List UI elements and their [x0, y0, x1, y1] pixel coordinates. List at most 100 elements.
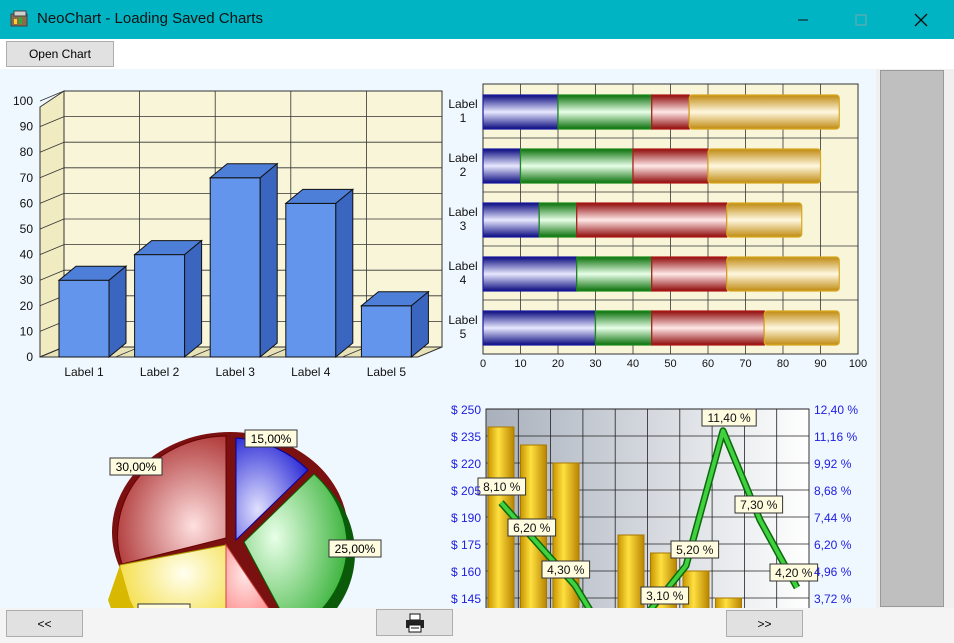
minimize-icon	[798, 19, 808, 20]
stacked-x-tick: 0	[480, 358, 486, 370]
combo-left-axis: $ 250 $ 235 $ 220 $ 205 $ 190 $ 175 $ 160 $ 145	[451, 403, 481, 606]
bar3d-y-tick: 70	[20, 171, 34, 185]
window-title: NeoChart - Loading Saved Charts	[37, 10, 263, 27]
combo-line-label: 7,30 %	[734, 495, 784, 514]
bar3d-x-label: Label 2	[140, 365, 180, 379]
maximize-button[interactable]	[832, 0, 890, 39]
stacked-segment	[707, 148, 822, 184]
combo-left-tick: $ 235	[451, 430, 481, 444]
stacked-y-label: Label 2	[448, 151, 477, 179]
pie-slice-green	[243, 473, 348, 608]
open-chart-button[interactable]: Open Chart	[6, 41, 114, 67]
combo-line-label: 5,20 %	[670, 540, 720, 559]
stacked-bars	[482, 94, 840, 346]
stacked-x-tick: 50	[664, 358, 676, 370]
svg-text:25,00%: 25,00%	[335, 542, 376, 556]
title-bar: NeoChart - Loading Saved Charts	[0, 0, 954, 39]
stacked-y-label: Label 4	[448, 259, 477, 287]
close-icon	[914, 13, 928, 26]
svg-text:30,00%: 30,00%	[116, 460, 157, 474]
combo-line-label: 3,10 %	[640, 586, 690, 605]
bar3d-y-tick: 20	[20, 299, 34, 313]
pie-label-partial	[137, 603, 191, 608]
combo-line: 8,10 % 6,20 % 4,30 % 3,10 % 5,20 % 11,40 % 7,3…	[477, 408, 819, 608]
stacked-x-tick: 90	[814, 358, 826, 370]
stacked-segment	[594, 310, 653, 346]
combo-left-tick: $ 220	[451, 457, 481, 471]
bar3d-x-label: Label 3	[216, 365, 256, 379]
stacked-segment	[651, 256, 728, 292]
stacked-x-axis: 0 10 20 30 40 50 60 70 80 90 100	[480, 358, 867, 370]
bar3d-bar	[284, 188, 355, 359]
combo-line-label: 6,20 %	[507, 518, 557, 537]
combo-line-label: 11,40 %	[701, 408, 757, 427]
svg-text:3,10 %: 3,10 %	[646, 589, 684, 603]
stacked-x-tick: 40	[627, 358, 639, 370]
svg-text:5,20 %: 5,20 %	[676, 543, 714, 557]
stacked-segment	[632, 148, 709, 184]
bar3d-x-label: Label 4	[291, 365, 331, 379]
stacked-x-tick: 70	[739, 358, 751, 370]
bar3d-y-tick: 30	[20, 273, 34, 287]
pie-slice-pink	[225, 543, 270, 608]
scrollbar-thumb[interactable]	[880, 70, 944, 607]
combo-left-tick: $ 175	[451, 538, 481, 552]
toolbar: Open Chart	[0, 39, 954, 69]
app-icon	[10, 10, 28, 27]
bar3d-y-tick: 90	[20, 120, 34, 134]
pie-label-15: 15,00%	[244, 429, 298, 448]
combo-line-series	[499, 428, 799, 608]
stacked-y-label: Label 3	[448, 205, 477, 233]
stacked-segment	[482, 202, 540, 238]
combo-right-tick: 6,20 %	[814, 538, 852, 552]
next-button[interactable]: >>	[726, 610, 803, 637]
bar3d-y-tick: 60	[20, 196, 34, 210]
stacked-y-axis: Label 1 Label 2 Label 3 Label 4 Label 5	[448, 97, 477, 341]
combo-line-label: 8,10 %	[477, 477, 527, 496]
stacked-y-label: Label 5	[448, 313, 477, 341]
bar3d-bars	[57, 162, 430, 359]
stacked-segment	[557, 94, 653, 130]
stacked-segment	[482, 310, 597, 346]
stacked-segment	[482, 94, 559, 130]
combo-right-tick: 9,92 %	[814, 457, 852, 471]
minimize-button[interactable]	[774, 0, 832, 39]
combo-line-label: 4,30 %	[541, 560, 591, 579]
svg-text:11,40 %: 11,40 %	[708, 411, 751, 425]
bar3d-y-tick: 0	[26, 350, 33, 364]
close-button[interactable]	[892, 0, 950, 39]
stacked-chart: Label 1 Label 2 Label 3 Label 4 Label 5 0 10 20 30 40…	[448, 83, 867, 370]
svg-text:4,30 %: 4,30 %	[547, 563, 585, 577]
stacked-segment	[763, 310, 840, 346]
stacked-segment	[726, 256, 840, 292]
maximize-icon	[855, 14, 867, 25]
previous-button[interactable]: <<	[6, 610, 83, 637]
bar3d-bar	[133, 239, 203, 359]
combo-right-tick: 3,72 %	[814, 592, 852, 606]
combo-line-label: 4,20 %	[769, 563, 819, 582]
print-button[interactable]	[376, 609, 453, 636]
stacked-x-tick: 30	[589, 358, 601, 370]
stacked-segment	[482, 256, 578, 292]
chart-canvas: 0 10 20 30 40 50 60 70 80 90 100 Label 1 Label 2 Lab…	[0, 69, 876, 608]
bottom-bar: << >>	[0, 608, 954, 643]
svg-text:8,10 %: 8,10 %	[483, 480, 521, 494]
bar3d-y-tick: 10	[20, 324, 34, 338]
combo-left-tick: $ 205	[451, 484, 481, 498]
stacked-x-tick: 60	[702, 358, 714, 370]
pie-label-25: 25,00%	[328, 539, 382, 558]
combo-right-tick: 12,40 %	[814, 403, 858, 417]
stacked-x-tick: 100	[849, 358, 867, 370]
bar3d-y-tick: 80	[20, 145, 34, 159]
pie-slice-blue	[235, 437, 309, 542]
svg-text:4,20 %: 4,20 %	[775, 566, 813, 580]
stacked-segment	[688, 94, 840, 130]
stacked-segment	[726, 202, 803, 238]
combo-right-axis: 12,40 % 11,16 % 9,92 % 8,68 % 7,44 % 6,20 % 4,…	[814, 403, 858, 606]
bar3d-y-tick: 40	[20, 248, 34, 262]
combo-left-tick: $ 250	[451, 403, 481, 417]
pie-slice-red	[117, 435, 227, 565]
stacked-segment	[651, 94, 690, 130]
